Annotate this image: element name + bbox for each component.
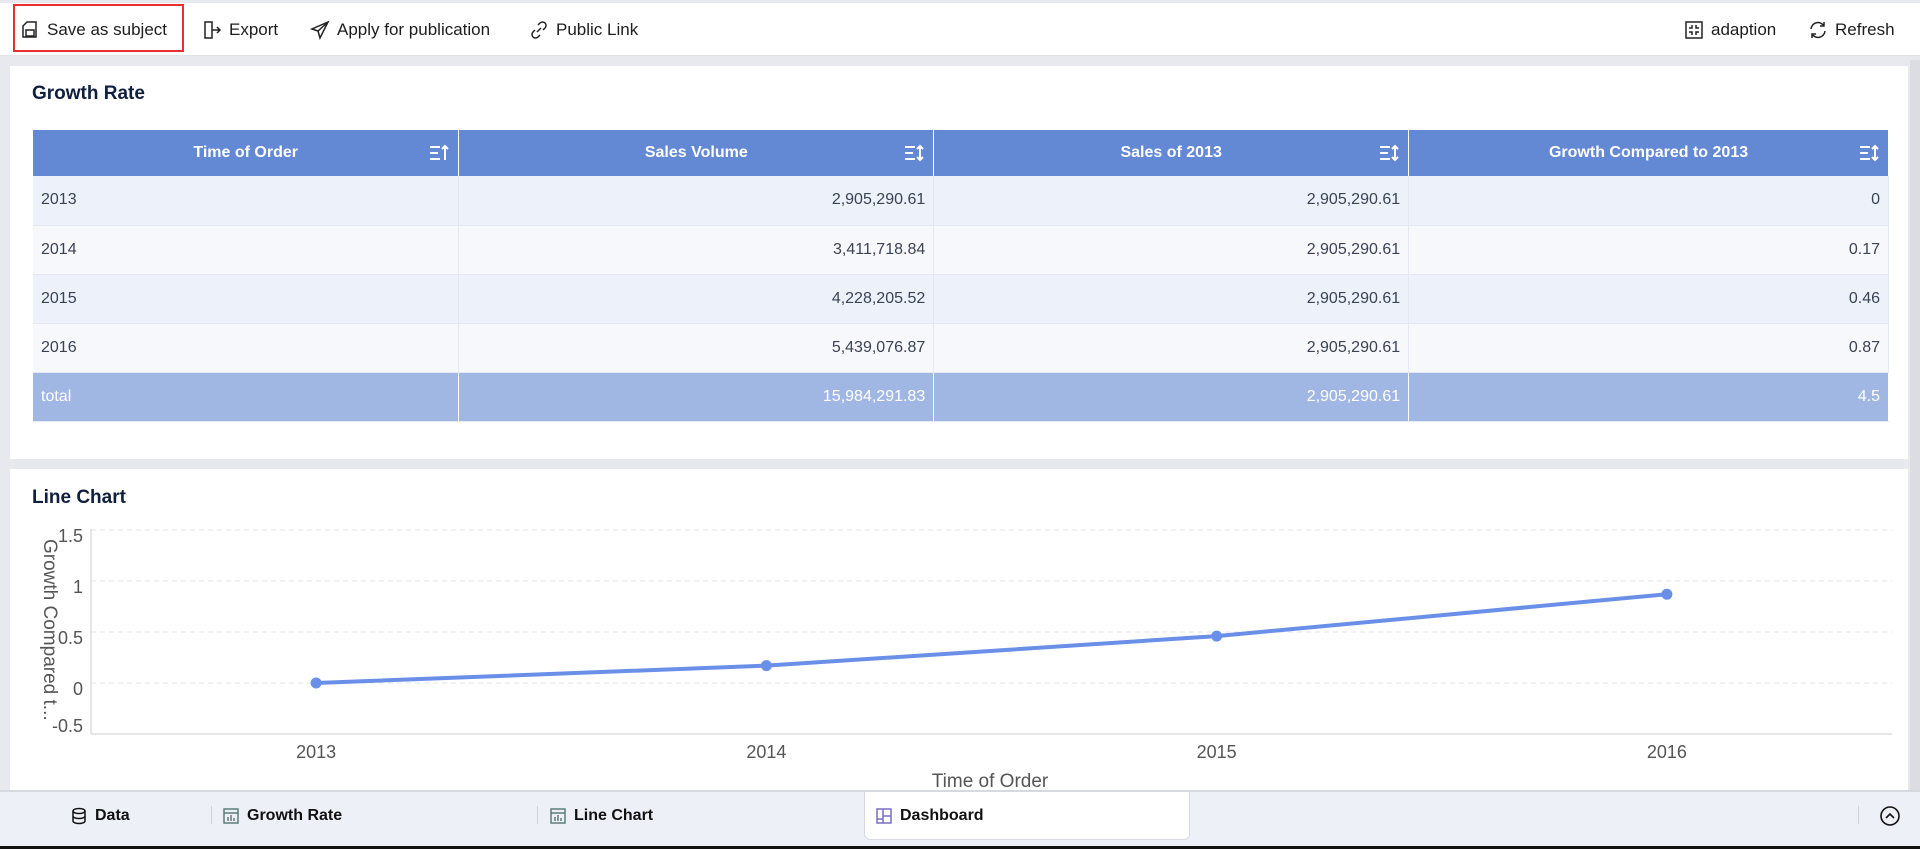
tab-growth-rate[interactable]: Growth Rate (222, 792, 342, 840)
tab-label: Data (95, 807, 130, 824)
column-header-sales-of-2013[interactable]: Sales of 2013 (933, 130, 1410, 176)
tab-dashboard[interactable]: Dashboard (864, 792, 1190, 840)
growth-rate-table: Time of Order Sales Volume Sales of 2013… (33, 130, 1889, 422)
cell: 2014 (33, 225, 460, 275)
y-tick-label: 0 (73, 679, 83, 699)
data-point (1661, 588, 1673, 600)
column-header-sales-volume[interactable]: Sales Volume (458, 130, 935, 176)
x-tick-label: 2014 (746, 742, 786, 762)
apply-publication-label: Apply for publication (337, 19, 491, 39)
table-row: 2016 5,439,076.87 2,905,290.61 0.87 (33, 323, 1889, 373)
total-row: total 15,984,291.83 2,905,290.61 4.5 (33, 372, 1889, 422)
table-row: 2013 2,905,290.61 2,905,290.61 0 (33, 176, 1889, 226)
save-subject-icon (22, 20, 37, 38)
cell: 2,905,290.61 (933, 323, 1410, 373)
panel-title: Line Chart (32, 487, 126, 508)
cell: 2,905,290.61 (933, 274, 1410, 324)
table-chart-icon (550, 808, 566, 824)
x-tick-label: 2016 (1647, 742, 1687, 762)
column-header-growth[interactable]: Growth Compared to 2013 (1408, 130, 1889, 176)
sort-icon[interactable] (903, 142, 925, 164)
tab-divider (211, 806, 212, 824)
cell: 4,228,205.52 (458, 274, 935, 324)
tab-line-chart[interactable]: Line Chart (549, 792, 653, 840)
vertical-scrollbar[interactable] (1910, 60, 1920, 790)
tab-divider (1858, 806, 1859, 824)
cell: 2,905,290.61 (933, 176, 1410, 226)
sort-icon[interactable] (1378, 142, 1400, 164)
apply-for-publication-button[interactable]: Apply for publication (310, 3, 490, 56)
series-line (316, 592, 1668, 685)
bottom-tab-bar: Data Growth Rate Line Chart Dashboard (0, 790, 1920, 846)
x-axis-title: Time of Order (932, 771, 1049, 790)
dashboard-icon (876, 807, 892, 824)
cell: total (33, 372, 460, 422)
export-icon (204, 20, 222, 39)
cell: 2,905,290.61 (458, 176, 935, 226)
cell: 0.17 (1408, 225, 1889, 275)
adaption-label: adaption (1711, 19, 1777, 39)
data-point (310, 677, 322, 689)
cell: 4.5 (1408, 372, 1889, 422)
cell: 2,905,290.61 (933, 372, 1410, 422)
x-tick-label: 2013 (296, 742, 336, 762)
save-as-subject-label: Save as subject (47, 19, 168, 39)
header-label: Sales Volume (644, 144, 748, 161)
link-icon (531, 20, 547, 39)
header-label: Time of Order (193, 144, 298, 161)
y-tick-label: -0.5 (52, 716, 83, 736)
y-tick-label: 0.5 (58, 628, 83, 648)
y-axis-title: Growth Compared t... (39, 539, 60, 721)
x-tick-label: 2015 (1197, 742, 1237, 762)
tab-label: Growth Rate (247, 807, 343, 824)
send-icon (310, 19, 330, 40)
cell: 2,905,290.61 (933, 225, 1410, 275)
public-link-label: Public Link (556, 19, 639, 39)
cell: 0.46 (1408, 274, 1889, 324)
cell: 3,411,718.84 (458, 225, 935, 275)
cell: 2015 (33, 274, 460, 324)
table-chart-icon (223, 808, 239, 824)
database-icon (72, 807, 86, 825)
y-tick-label: 1.5 (58, 526, 83, 546)
save-as-subject-button[interactable]: Save as subject (20, 3, 167, 56)
tab-divider (537, 806, 538, 824)
refresh-icon (1810, 21, 1826, 38)
line-chart-panel: Line Chart 1.5 1 0.5 0 -0.5 2013 2014 2015 2016 … (10, 469, 1908, 790)
refresh-button[interactable]: Refresh (1808, 3, 1895, 56)
line-chart: 1.5 1 0.5 0 -0.5 2013 2014 2015 2016 Growth Comp… (39, 526, 1892, 790)
window-border (0, 846, 1920, 849)
refresh-label: Refresh (1835, 19, 1895, 39)
growth-rate-panel: Growth Rate Time of Order Sales Volume S… (10, 66, 1908, 459)
cell: 0 (1408, 176, 1889, 226)
public-link-button[interactable]: Public Link (529, 3, 638, 56)
column-header-time-of-order[interactable]: Time of Order (33, 130, 460, 176)
header-label: Growth Compared to 2013 (1548, 144, 1749, 161)
adaption-button[interactable]: adaption (1684, 3, 1776, 56)
sort-icon[interactable] (1858, 142, 1880, 164)
export-label: Export (229, 19, 279, 39)
sort-ascending-icon[interactable] (428, 142, 450, 164)
cell: 5,439,076.87 (458, 323, 935, 373)
toolbar: Save as subject Export Apply for publica… (0, 3, 1920, 56)
collapse-up-icon[interactable] (1879, 805, 1901, 827)
data-point (1211, 630, 1223, 642)
table-row: 2015 4,228,205.52 2,905,290.61 0.46 (33, 274, 1889, 324)
cell: 0.87 (1408, 323, 1889, 373)
panel-title: Growth Rate (32, 83, 145, 104)
data-point (760, 660, 772, 672)
adaption-icon (1685, 20, 1703, 39)
cell: 15,984,291.83 (458, 372, 935, 422)
table-row: 2014 3,411,718.84 2,905,290.61 0.17 (33, 225, 1889, 275)
cell: 2016 (33, 323, 460, 373)
cell: 2013 (33, 176, 460, 226)
tab-label: Dashboard (900, 806, 984, 824)
export-button[interactable]: Export (202, 3, 278, 56)
tab-label: Line Chart (574, 807, 654, 824)
y-tick-label: 1 (73, 577, 83, 597)
highlight-box (13, 4, 184, 52)
tab-data[interactable]: Data (70, 792, 130, 840)
header-label: Sales of 2013 (1120, 144, 1222, 161)
